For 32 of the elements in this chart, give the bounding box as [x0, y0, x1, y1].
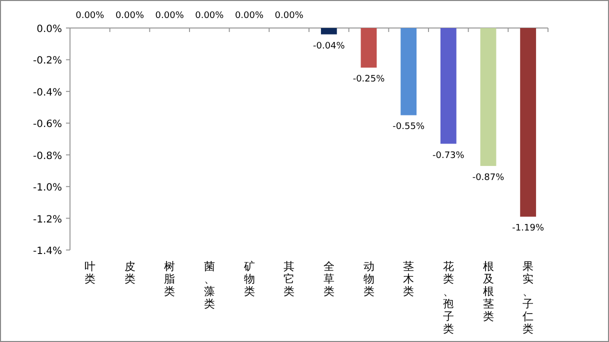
y-tick-label: -1.0% — [32, 182, 62, 194]
y-tick-label: 0.0% — [36, 24, 62, 35]
data-label: -1.19% — [512, 224, 544, 234]
x-tick-label: 根及根茎类 — [482, 260, 494, 323]
x-tick-label: 其它类 — [284, 260, 295, 298]
data-label: 0.00% — [274, 11, 304, 21]
data-label: -0.25% — [352, 74, 386, 85]
y-tick-label: -0.4% — [32, 87, 62, 98]
data-label: -0.55% — [392, 122, 425, 132]
x-tick-label: 动物类 — [363, 260, 374, 298]
y-tick-label: -0.2% — [32, 56, 62, 67]
y-tick-label: -0.8% — [32, 150, 62, 162]
data-label: 0.00% — [76, 11, 105, 21]
y-tick-label: -1.2% — [32, 214, 62, 226]
y-tick-label: -0.6% — [32, 119, 62, 130]
x-tick-label: 树脂类 — [164, 260, 176, 298]
data-label: -0.04% — [312, 41, 346, 52]
x-tick-label: 全草类 — [323, 260, 334, 298]
data-label: 0.00% — [155, 11, 184, 21]
data-label: 0.00% — [234, 11, 264, 21]
x-tick-label: 矿物类 — [242, 260, 255, 298]
x-tick-label: 叶类 — [84, 260, 96, 286]
x-tick-label: 花类、孢子类 — [442, 260, 454, 336]
x-tick-label: 果实、子仁类 — [522, 260, 534, 336]
data-label: -0.73% — [432, 150, 465, 161]
y-tick-label: -1.4% — [32, 246, 62, 257]
x-tick-label: 皮类 — [124, 260, 136, 286]
x-tick-label: 菌、藻类 — [204, 260, 215, 310]
data-label: -0.87% — [472, 172, 505, 183]
data-label: 0.00% — [195, 11, 224, 21]
x-tick-label: 茎木类 — [403, 260, 414, 298]
data-label: 0.00% — [115, 11, 144, 21]
